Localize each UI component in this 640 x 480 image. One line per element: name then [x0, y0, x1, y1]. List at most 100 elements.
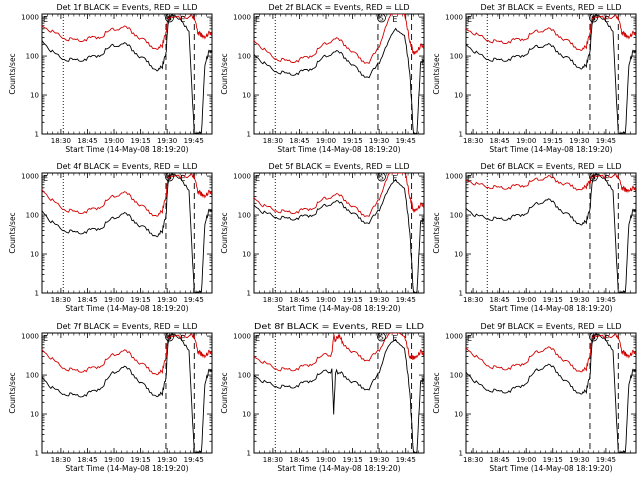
y-tick-label: 1000 [233, 14, 251, 22]
series-events-line [466, 333, 636, 453]
y-tick-label: 1000 [21, 14, 39, 22]
x-tick-label: 19:00 [104, 456, 124, 464]
panel-title: Det 5f BLACK = Events, RED = LLD [268, 162, 409, 171]
marker-e-label: E [467, 334, 472, 343]
x-tick-label: 18:45 [490, 137, 510, 145]
panel-det-2f: Det 2f BLACK = Events, RED = LLD 1 10 100 10… [220, 3, 425, 154]
marker-e-label: E [392, 174, 397, 183]
y-tick-label: 100 [238, 212, 251, 220]
series-lld-line [254, 173, 424, 218]
marker-s-label: S [379, 334, 384, 342]
y-axis-label: Counts/sec [432, 212, 441, 253]
x-tick-label: 18:45 [289, 456, 309, 464]
marker-e-label: E [43, 174, 48, 183]
x-tick-label: 19:15 [342, 456, 362, 464]
x-tick-label: 19:15 [543, 296, 563, 304]
marker-s-label: S [167, 174, 172, 182]
x-axis-label: Start Time (14-May-08 18:19:20) [277, 304, 400, 313]
x-tick-label: 19:00 [316, 456, 336, 464]
x-tick-label: 18:30 [263, 137, 283, 145]
x-axis-label: Start Time (14-May-08 18:19:20) [277, 145, 400, 154]
y-axis-label: Counts/sec [8, 372, 17, 413]
series-lld-line [466, 333, 636, 373]
marker-s-label: S [167, 334, 172, 342]
marker-s-circle [377, 13, 386, 23]
plot-frame [253, 172, 425, 294]
x-tick-label: 19:15 [130, 456, 150, 464]
series-events-line [254, 27, 424, 134]
x-tick-label: 18:30 [463, 456, 483, 464]
y-axis-label: Counts/sec [220, 53, 229, 94]
x-axis-label: Start Time (14-May-08 18:19:20) [489, 464, 612, 473]
y-tick-label: 1 [247, 450, 251, 458]
x-tick-label: 19:45 [596, 456, 616, 464]
panel-det-6f: Det 6f BLACK = Events, RED = LLD 1 10 100 10… [432, 162, 637, 313]
marker-e-label: E [180, 15, 185, 24]
x-tick-label: 19:15 [342, 296, 362, 304]
x-axis-label: Start Time (14-May-08 18:19:20) [277, 464, 400, 473]
plot-frame [465, 172, 637, 294]
series-events-line [254, 178, 424, 293]
series-lld-line [254, 14, 424, 65]
y-axis-label: Counts/sec [8, 212, 17, 253]
y-tick-label: 100 [26, 372, 39, 380]
marker-e-label: E [180, 174, 185, 183]
marker-e-label: E [180, 334, 185, 343]
x-tick-label: 19:45 [396, 456, 416, 464]
y-tick-label: 1000 [21, 173, 39, 181]
y-axis-label: Counts/sec [432, 53, 441, 94]
marker-s-label: S [167, 15, 172, 23]
series-events-line [42, 14, 212, 134]
marker-e-label: E [255, 15, 260, 24]
x-tick-label: 18:30 [463, 137, 483, 145]
series-events-line [466, 14, 636, 134]
marker-s-label: S [591, 174, 596, 182]
marker-s-label: S [591, 334, 596, 342]
y-tick-label: 10 [30, 251, 39, 259]
x-tick-label: 19:30 [369, 456, 389, 464]
x-tick-label: 19:30 [157, 456, 177, 464]
marker-e-label: E [467, 174, 472, 183]
y-tick-label: 1000 [445, 14, 463, 22]
x-tick-label: 19:45 [184, 137, 204, 145]
x-tick-label: 18:30 [51, 456, 71, 464]
x-tick-label: 19:15 [342, 137, 362, 145]
x-tick-label: 19:45 [184, 456, 204, 464]
y-tick-label: 10 [454, 411, 463, 419]
x-tick-label: 19:30 [569, 137, 589, 145]
y-axis-label: Counts/sec [220, 372, 229, 413]
y-tick-label: 10 [30, 411, 39, 419]
x-axis-label: Start Time (14-May-08 18:19:20) [65, 145, 188, 154]
panel-title: Det 4f BLACK = Events, RED = LLD [56, 162, 197, 171]
marker-s-circle [589, 13, 598, 23]
marker-e-label: E [604, 174, 609, 183]
panel-det-7f: Det 7f BLACK = Events, RED = LLD 1 10 100 10… [8, 322, 213, 473]
marker-s-label: S [591, 15, 596, 23]
x-axis-label: Start Time (14-May-08 18:19:20) [489, 304, 612, 313]
x-tick-label: 19:30 [157, 137, 177, 145]
x-tick-label: 19:15 [130, 137, 150, 145]
series-lld-line [42, 333, 212, 376]
x-tick-label: 19:45 [396, 296, 416, 304]
y-tick-label: 10 [454, 251, 463, 259]
x-tick-label: 19:00 [316, 137, 336, 145]
panel-title: Det 7f BLACK = Events, RED = LLD [56, 322, 197, 331]
series-lld-line [466, 173, 636, 194]
y-tick-label: 10 [242, 411, 251, 419]
series-lld-line [466, 14, 636, 52]
y-tick-label: 1 [35, 131, 39, 139]
marker-s-circle [165, 13, 174, 23]
y-tick-label: 1 [35, 450, 39, 458]
x-tick-label: 18:45 [289, 137, 309, 145]
series-lld-line [42, 173, 212, 217]
marker-e-label: E [43, 334, 48, 343]
panel-det-4f: Det 4f BLACK = Events, RED = LLD 1 10 100 10… [8, 162, 213, 313]
marker-e-label: E [604, 15, 609, 24]
marker-s-circle [165, 332, 174, 342]
marker-s-circle [165, 172, 174, 182]
x-tick-label: 19:30 [569, 456, 589, 464]
panel-det-9f: Det 9f BLACK = Events, RED = LLD 1 10 100 10… [432, 322, 637, 473]
x-tick-label: 18:30 [51, 296, 71, 304]
marker-e-label: E [255, 174, 260, 183]
